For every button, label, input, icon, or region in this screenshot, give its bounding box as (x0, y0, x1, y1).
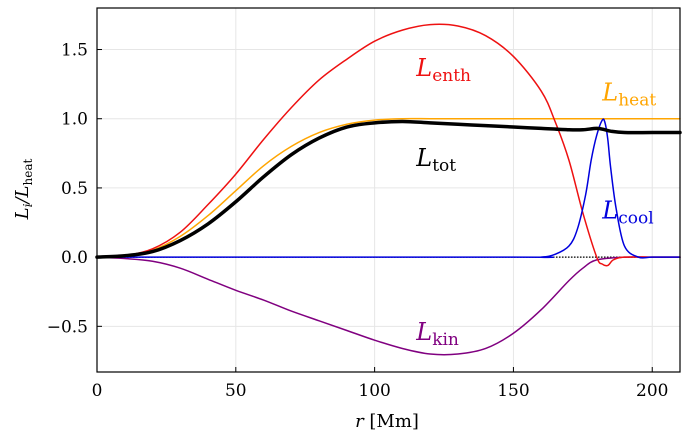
x-axis-label: r [Mm] (355, 411, 419, 432)
series-label-enth: Lenth (415, 54, 471, 86)
y-tick-label: 0.0 (61, 248, 88, 268)
x-tick-label: 150 (497, 381, 529, 401)
grid (96, 8, 680, 372)
series-lines (95, 23, 682, 356)
ticks: 0 50 100 150 200 −0.5 0.0 0.5 1.0 1.5 (47, 41, 669, 401)
x-tick-label: 200 (636, 381, 668, 401)
x-tick-label: 100 (358, 381, 390, 401)
series-labels: Lenth Lheat Ltot Lcool Lkin (415, 54, 656, 350)
series-line-heat (96, 117, 681, 258)
series-line-tot (95, 119, 682, 259)
x-tick-label: 0 (92, 381, 103, 401)
series-label-cool: Lcool (601, 196, 653, 228)
y-tick-label: 1.0 (61, 110, 88, 130)
series-line-cool (96, 118, 681, 259)
y-tick-label: 1.5 (61, 41, 88, 61)
series-line-kin (96, 256, 681, 356)
y-axis-label: Li/Lheat (12, 159, 35, 221)
series-label-tot: Ltot (415, 144, 456, 176)
series-label-kin: Lkin (415, 318, 459, 350)
series-line-enth (96, 23, 681, 267)
y-tick-label: −0.5 (47, 317, 88, 337)
plot-frame (96, 7, 681, 373)
y-tick-label: 0.5 (61, 179, 88, 199)
series-label-heat: Lheat (601, 79, 656, 111)
x-tick-label: 50 (225, 381, 247, 401)
